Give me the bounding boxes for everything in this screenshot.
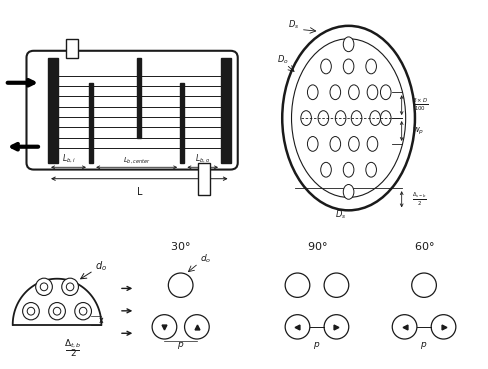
Text: 2: 2 [70, 349, 75, 358]
Text: $D_o$: $D_o$ [276, 54, 288, 66]
Circle shape [285, 315, 309, 339]
FancyBboxPatch shape [26, 51, 237, 170]
Text: $90°$: $90°$ [306, 240, 326, 252]
Circle shape [282, 26, 414, 210]
Circle shape [411, 273, 435, 297]
Bar [198, 163, 210, 195]
Circle shape [366, 137, 377, 151]
Circle shape [36, 278, 52, 296]
Text: $\Delta_{t,b}$: $\Delta_{t,b}$ [64, 338, 81, 350]
Circle shape [343, 59, 353, 74]
Circle shape [79, 307, 87, 315]
Circle shape [348, 137, 359, 151]
Circle shape [324, 315, 348, 339]
Circle shape [343, 162, 353, 177]
Text: $p$: $p$ [177, 340, 184, 351]
Circle shape [430, 315, 455, 339]
Circle shape [27, 307, 35, 315]
Bar [180, 83, 184, 163]
Circle shape [365, 162, 376, 177]
Circle shape [61, 278, 78, 296]
Circle shape [391, 315, 416, 339]
Text: $\frac{B\times D}{100}$: $\frac{B\times D}{100}$ [411, 97, 428, 113]
Circle shape [365, 59, 376, 74]
Circle shape [66, 283, 74, 291]
Text: $D_s$: $D_s$ [334, 209, 346, 221]
Text: $d_o$: $d_o$ [95, 259, 107, 273]
Circle shape [307, 137, 317, 151]
Text: $30°$: $30°$ [170, 240, 191, 252]
Text: $60°$: $60°$ [413, 240, 433, 252]
Circle shape [343, 184, 353, 199]
Circle shape [22, 303, 39, 320]
Text: $w_p$: $w_p$ [411, 125, 424, 137]
Bar [48, 58, 58, 163]
Text: $L_{b,o}$: $L_{b,o}$ [195, 153, 210, 165]
Circle shape [380, 85, 390, 100]
Circle shape [184, 315, 209, 339]
Circle shape [335, 111, 345, 125]
Bar [66, 39, 78, 58]
Circle shape [75, 303, 91, 320]
Text: $p$: $p$ [420, 340, 427, 351]
Text: $L_{b,center}$: $L_{b,center}$ [123, 155, 150, 165]
Bar [221, 58, 230, 163]
Text: $d_o$: $d_o$ [200, 252, 211, 265]
Circle shape [380, 111, 390, 125]
Circle shape [369, 111, 380, 125]
Circle shape [366, 85, 377, 100]
Circle shape [348, 85, 359, 100]
Circle shape [307, 85, 317, 100]
Circle shape [329, 137, 340, 151]
Bar [89, 83, 93, 163]
Circle shape [350, 111, 361, 125]
Circle shape [49, 303, 65, 320]
Circle shape [168, 273, 193, 297]
Text: $\frac{\Delta_{s-b}}{2}$: $\frac{\Delta_{s-b}}{2}$ [411, 191, 426, 208]
Text: $L_{b,i}$: $L_{b,i}$ [61, 153, 75, 165]
Circle shape [329, 85, 340, 100]
Text: L: L [136, 187, 142, 197]
Circle shape [320, 59, 331, 74]
Circle shape [343, 37, 353, 52]
Circle shape [53, 307, 61, 315]
Circle shape [324, 273, 348, 297]
Circle shape [285, 273, 309, 297]
Text: $D_s$: $D_s$ [287, 19, 298, 31]
Bar [137, 58, 141, 138]
Circle shape [317, 111, 328, 125]
Circle shape [300, 111, 311, 125]
Circle shape [40, 283, 48, 291]
Text: $p$: $p$ [313, 340, 320, 351]
Circle shape [152, 315, 176, 339]
Circle shape [320, 162, 331, 177]
